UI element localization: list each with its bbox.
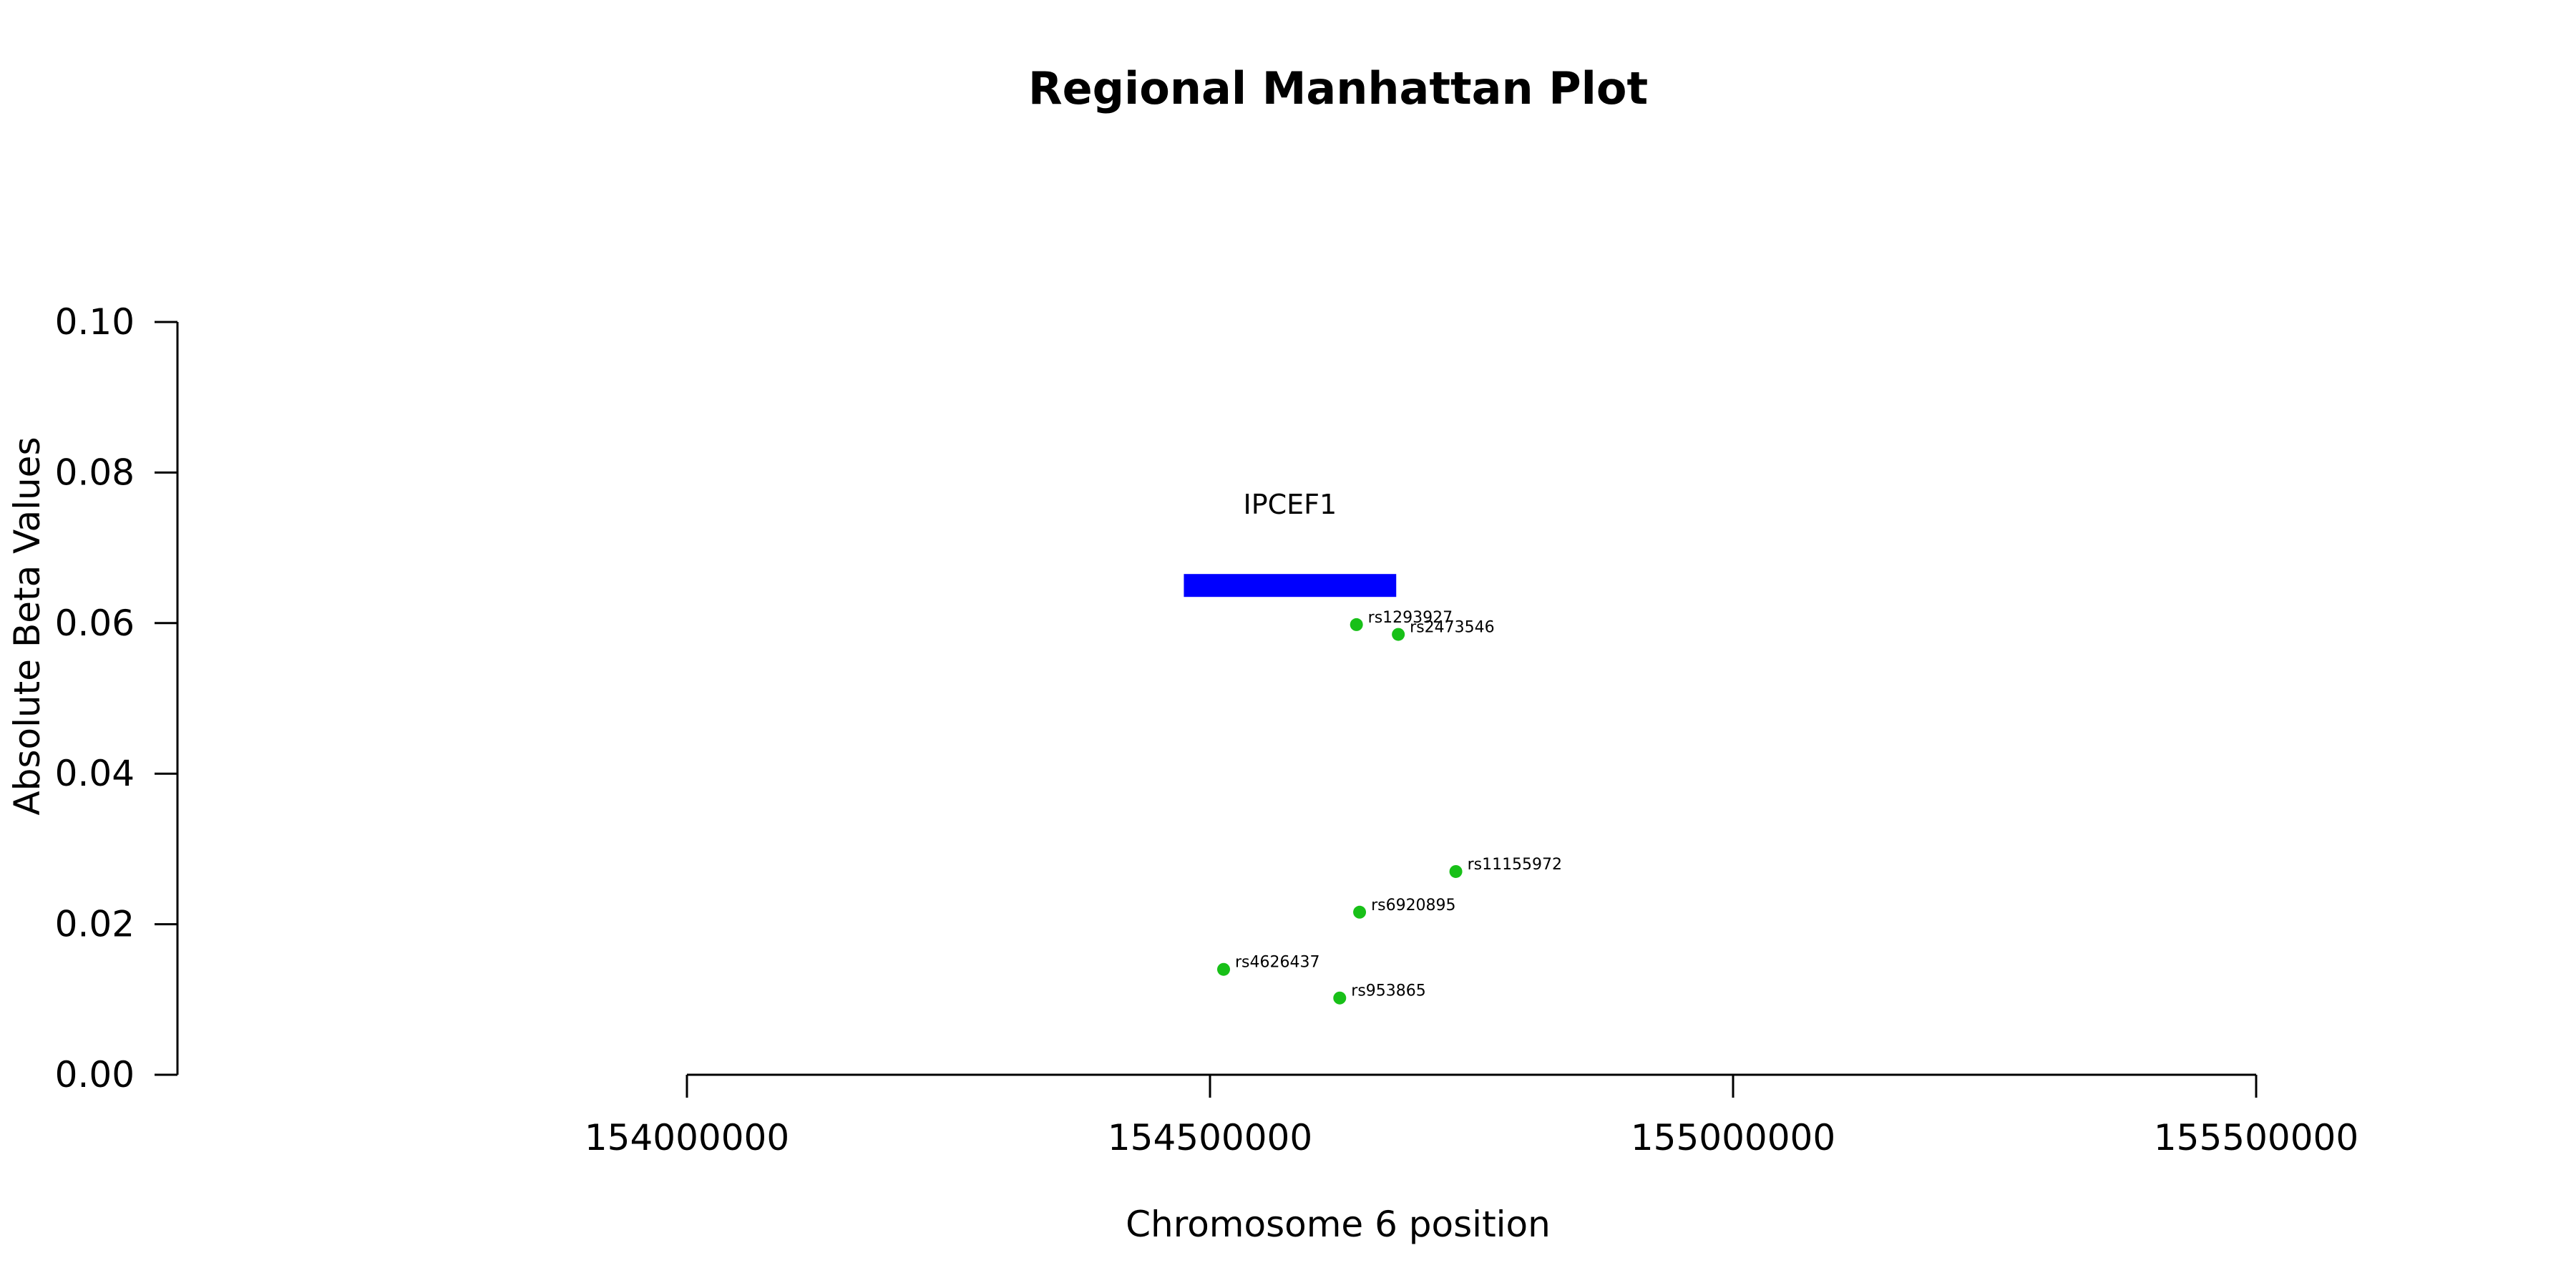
snp-point [1392,628,1405,641]
y-tick-label: 0.04 [55,753,135,794]
snp-point [1449,864,1463,878]
x-tick-label: 154000000 [585,1117,789,1158]
chart-title: Regional Manhattan Plot [1028,62,1648,114]
snp-label: rs953865 [1351,982,1426,1000]
gene-track: IPCEF1 [1184,489,1397,597]
snp-label: rs2473546 [1410,619,1495,637]
y-tick-label: 0.00 [55,1054,135,1096]
gene-label: IPCEF1 [1243,489,1337,520]
y-tick-label: 0.06 [55,602,135,644]
x-axis-label: Chromosome 6 position [1126,1204,1551,1245]
snp-point [1353,905,1367,919]
snp-label: rs6920895 [1371,897,1456,914]
y-tick-label: 0.08 [55,452,135,493]
snp-point [1333,991,1347,1005]
y-tick-label: 0.02 [55,904,135,945]
snp-label: rs1293927 [1368,609,1453,627]
y-axis-label: Absolute Beta Values [6,437,48,816]
x-tick-label: 155000000 [1631,1117,1835,1158]
x-tick-label: 154500000 [1108,1117,1312,1158]
snp-point [1350,618,1363,631]
x-tick-label: 155500000 [2154,1117,2358,1158]
snp-point [1217,962,1231,976]
y-tick-label: 0.10 [55,301,135,343]
x-axis: 154000000 154500000 155000000 155500000 [585,1073,2358,1158]
y-axis: 0.00 0.02 0.04 0.06 0.08 0.10 [55,301,179,1096]
snp-label: rs4626437 [1235,954,1320,972]
gene-bar [1184,574,1397,597]
snp-label: rs11155972 [1468,856,1562,874]
